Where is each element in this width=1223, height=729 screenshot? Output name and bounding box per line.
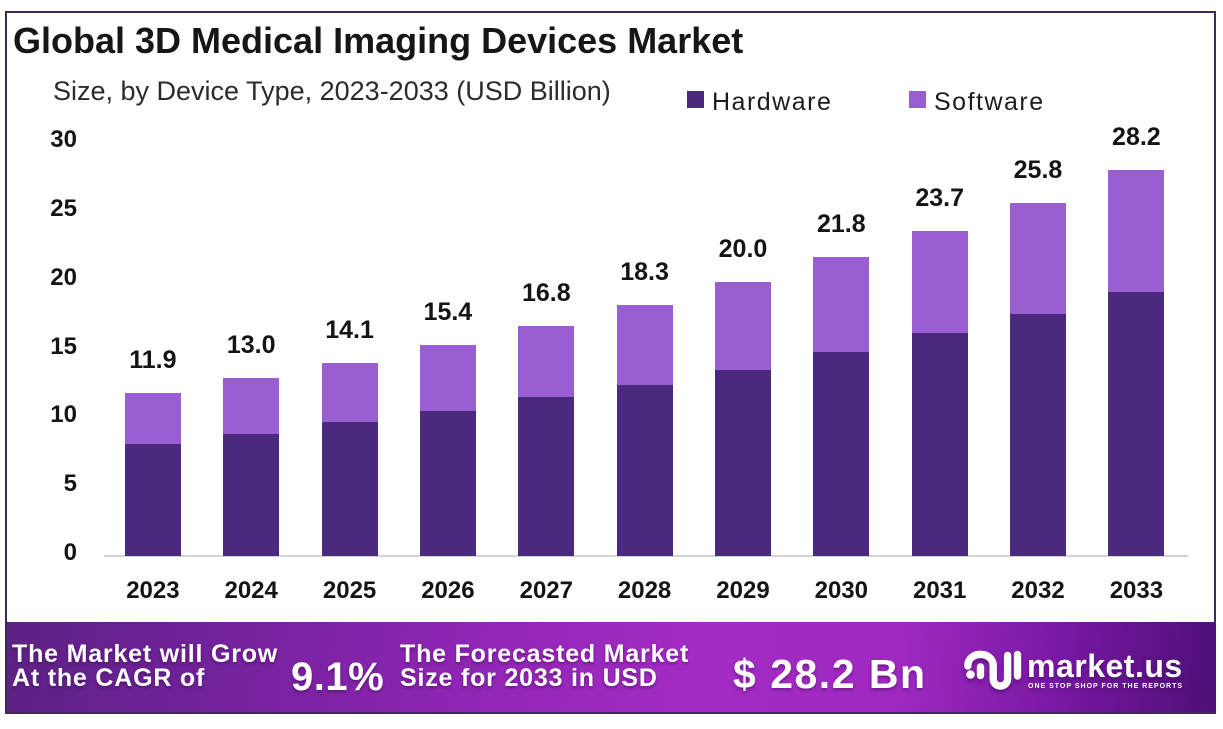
svg-text:ONE STOP SHOP FOR THE REPORTS: ONE STOP SHOP FOR THE REPORTS	[1028, 683, 1183, 690]
svg-text:market.us: market.us	[1027, 648, 1183, 684]
